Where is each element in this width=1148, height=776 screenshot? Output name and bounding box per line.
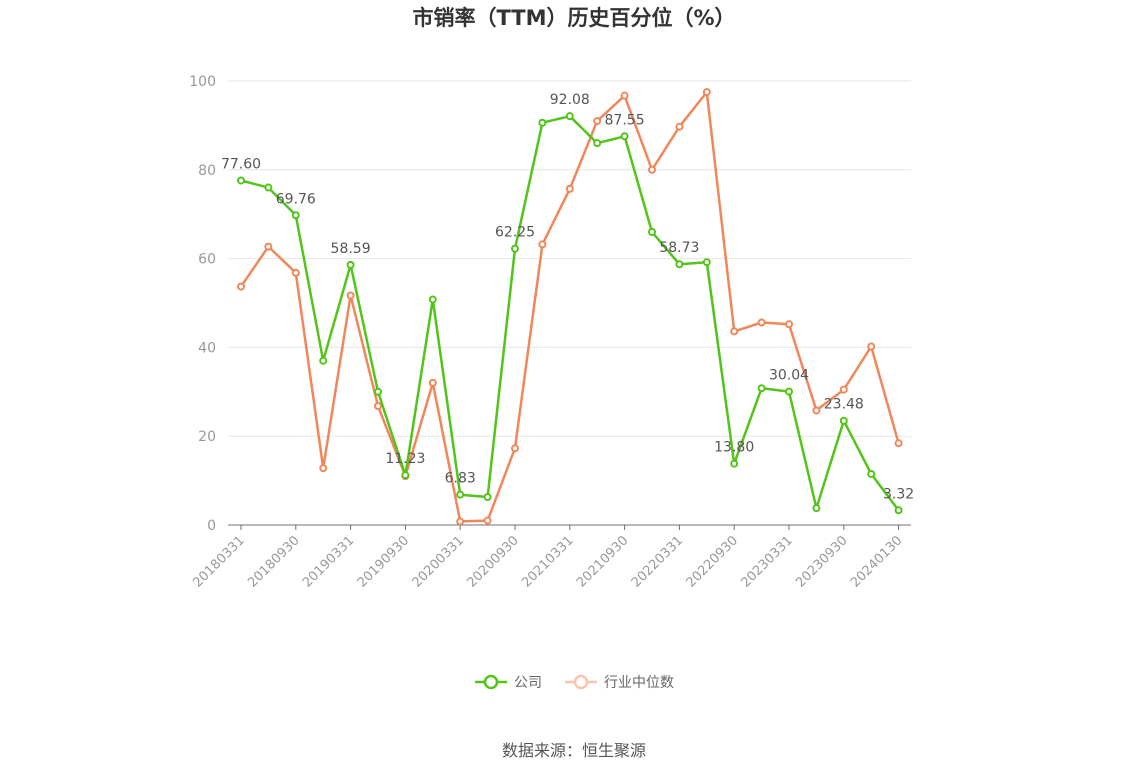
data-point-industry-median[interactable]: [538, 240, 547, 249]
data-point-industry-median[interactable]: [511, 444, 519, 453]
x-tick-label: 20200930: [464, 533, 521, 590]
x-tick-label: 20180930: [245, 533, 302, 590]
data-point-industry-median[interactable]: [839, 385, 848, 394]
data-point-company[interactable]: [675, 260, 684, 269]
data-point-company[interactable]: [237, 176, 245, 185]
data-point-industry-median[interactable]: [483, 516, 492, 525]
data-point-company[interactable]: [428, 295, 437, 304]
data-point-industry-median[interactable]: [785, 320, 793, 329]
data-point-industry-median[interactable]: [648, 165, 656, 174]
data-point-company[interactable]: [839, 416, 848, 425]
data-point-industry-median[interactable]: [894, 439, 903, 448]
data-label-company: 69.76: [276, 191, 316, 207]
data-label-company: 6.83: [445, 471, 476, 487]
data-point-company[interactable]: [401, 471, 410, 480]
data-point-company[interactable]: [565, 112, 574, 121]
data-point-company[interactable]: [374, 387, 382, 396]
data-label-company: 23.48: [824, 397, 864, 413]
data-point-industry-median[interactable]: [593, 116, 602, 125]
y-tick-label: 0: [207, 518, 216, 534]
data-point-industry-median[interactable]: [291, 268, 300, 277]
legend-company-marker-icon: [475, 674, 507, 690]
data-point-company[interactable]: [483, 493, 492, 502]
data-point-company[interactable]: [291, 211, 300, 220]
legend-industry-marker-icon: [565, 674, 597, 690]
data-point-industry-median[interactable]: [237, 282, 245, 291]
data-point-industry-median[interactable]: [346, 291, 355, 300]
data-point-company[interactable]: [757, 384, 766, 393]
data-label-company: 87.55: [605, 112, 645, 128]
data-point-company[interactable]: [456, 490, 465, 499]
x-tick-label: 20210331: [519, 533, 576, 590]
data-label-company: 13.80: [714, 440, 754, 456]
data-point-industry-median[interactable]: [428, 378, 437, 387]
data-point-industry-median[interactable]: [757, 318, 766, 327]
x-tick-label: 20220930: [684, 533, 741, 590]
data-label-company: 58.73: [659, 240, 699, 256]
data-point-industry-median[interactable]: [675, 122, 684, 131]
x-tick-label: 20230930: [793, 533, 850, 590]
data-point-industry-median[interactable]: [620, 91, 629, 100]
source-note: 数据来源：恒生聚源: [501, 741, 646, 760]
data-point-industry-median[interactable]: [264, 242, 273, 251]
x-tick-label: 20190930: [355, 533, 412, 590]
data-point-company[interactable]: [867, 469, 876, 478]
chart-title: 市销率（TTM）历史百分位（%）: [412, 6, 736, 30]
data-point-company[interactable]: [702, 258, 711, 267]
data-label-company: 77.60: [221, 156, 261, 172]
data-point-company[interactable]: [319, 356, 328, 365]
data-point-industry-median[interactable]: [565, 184, 574, 193]
data-point-industry-median[interactable]: [867, 342, 876, 351]
data-point-company[interactable]: [511, 244, 519, 253]
x-tick-label: 20180331: [190, 533, 247, 590]
legend-item-company[interactable]: 公司: [474, 672, 542, 692]
data-point-industry-median[interactable]: [456, 517, 465, 526]
data-point-company[interactable]: [346, 260, 355, 269]
data-label-company: 3.32: [883, 486, 914, 502]
y-tick-label: 20: [198, 429, 216, 445]
data-point-company[interactable]: [593, 139, 602, 148]
legend-label-company: 公司: [514, 675, 542, 691]
legend-label-industry-median: 行业中位数: [604, 675, 674, 691]
line-chart: 0 20 40 60 80 100 2018033120180930201903312019…: [189, 74, 914, 591]
y-tick-label: 60: [198, 252, 216, 268]
data-point-company[interactable]: [812, 504, 821, 513]
data-point-industry-median[interactable]: [730, 327, 739, 336]
data-label-company: 30.04: [769, 368, 809, 384]
data-point-industry-median[interactable]: [319, 464, 328, 473]
legend-item-industry-median[interactable]: 行业中位数: [564, 672, 674, 692]
data-point-company[interactable]: [264, 183, 273, 192]
data-label-company: 62.25: [495, 225, 535, 241]
data-label-company: 58.59: [331, 241, 371, 257]
x-tick-label: 20200331: [410, 533, 467, 590]
data-point-industry-median[interactable]: [702, 88, 711, 97]
x-tick-label: 20220331: [629, 533, 686, 590]
data-point-company[interactable]: [538, 118, 547, 127]
x-tick-label: 20190331: [300, 533, 357, 590]
axes: 0 20 40 60 80 100 2018033120180930201903312019…: [189, 74, 911, 591]
data-label-company: 92.08: [550, 92, 590, 108]
y-tick-label: 40: [198, 340, 216, 356]
x-tick-label: 20240130: [848, 533, 905, 590]
data-point-company[interactable]: [648, 227, 656, 236]
data-point-industry-median[interactable]: [812, 406, 821, 415]
series-line-company: [240, 114, 900, 512]
y-tick-label: 80: [198, 163, 216, 179]
data-point-industry-median[interactable]: [374, 402, 382, 411]
data-point-company[interactable]: [785, 387, 793, 396]
series-lines: [237, 88, 903, 526]
x-tick-label: 20230331: [738, 533, 795, 590]
x-tick-label: 20210930: [574, 533, 631, 590]
data-point-company[interactable]: [620, 132, 629, 141]
data-point-company[interactable]: [730, 459, 739, 468]
data-point-company[interactable]: [894, 506, 903, 515]
y-tick-label: 100: [189, 74, 216, 90]
legend: 公司 行业中位数: [0, 672, 1148, 692]
data-label-company: 11.23: [385, 451, 425, 467]
data-labels: 77.60 69.76 58.59 11.23 6.83 62.25 92.08 87.55 5…: [221, 92, 914, 502]
